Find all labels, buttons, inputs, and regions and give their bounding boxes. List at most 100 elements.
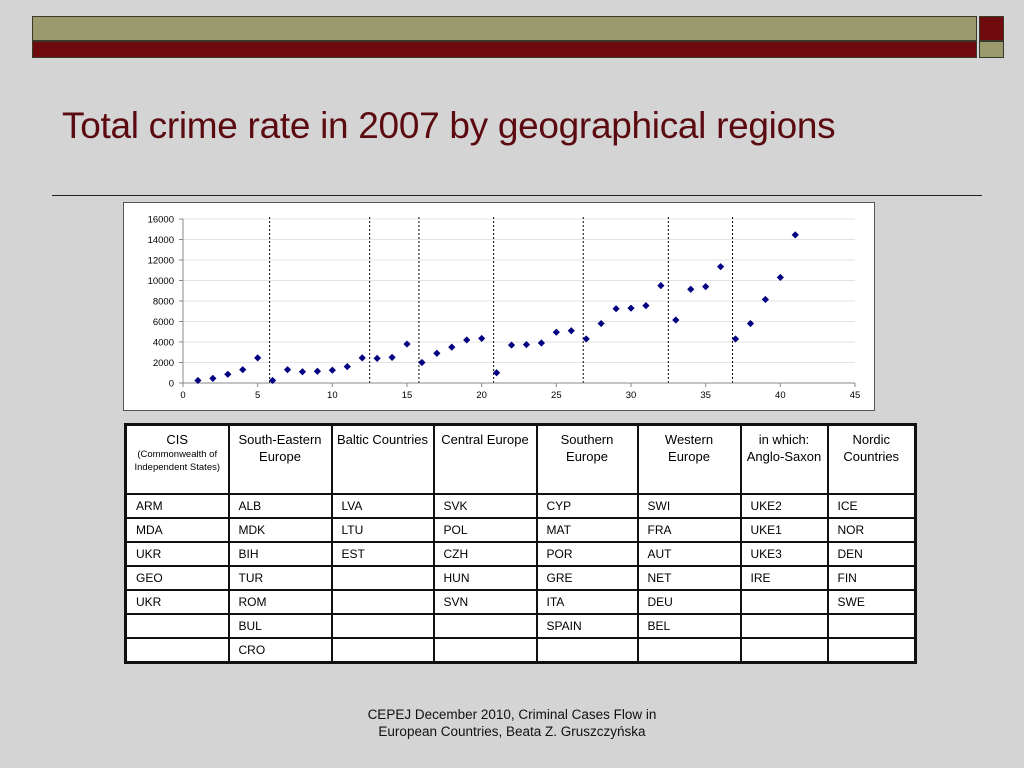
table-cell: CRO [227,637,333,664]
column-header-label: Western Europe [664,432,714,464]
table-cell: SVN [432,589,538,615]
table-cell: ARM [124,493,230,519]
table-cell: BIH [227,541,333,567]
table-cell [124,613,230,639]
footer-line-2: European Countries, Beata Z. Gruszczyńsk… [378,724,646,739]
table-cell [739,637,829,664]
data-point [343,363,351,371]
column-header: Western Europe [636,423,742,495]
table-cell: EST [330,541,435,567]
column-header: Central Europe [432,423,538,495]
table-row: BUL SPAIN BEL [124,613,917,639]
chart-container: 0 2000 4000 6000 8000 10000 12000 14000 16000 0 5 1… [123,202,875,411]
column-header: Baltic Countries [330,423,435,495]
table-cell: UKE1 [739,517,829,543]
data-point [418,358,426,367]
data-point [537,339,545,347]
table-cell: ROM [227,589,333,615]
scatter-chart: 0 2000 4000 6000 8000 10000 12000 14000 16000 0 5 1… [148,215,861,402]
table-header: CIS (Commonwealth of Independent States) S… [124,423,917,495]
title-divider [52,195,982,196]
table-cell: GEO [124,565,230,591]
table-cell: SWE [826,589,917,615]
x-tick-label: 25 [551,390,562,401]
table-cell: IRE [739,565,829,591]
table-cell [330,613,435,639]
data-point [791,231,799,239]
table-cell: CZH [432,541,538,567]
table-cell: ICE [826,493,917,519]
table-row: GEO TUR HUN GRE NET IRE FIN [124,565,917,591]
table-cell: HUN [432,565,538,591]
slide-title: Total crime rate in 2007 by geographical… [62,105,836,146]
table-cell: GRE [535,565,639,591]
table-cell [330,589,435,615]
y-tick-label: 12000 [148,256,174,267]
table-cell: BUL [227,613,333,639]
data-point [463,336,471,344]
column-header-label: CIS [166,432,189,447]
data-point [702,283,710,291]
y-tick-label: 8000 [153,297,174,308]
data-point [209,374,217,382]
table-cell: SVK [432,493,538,519]
table-cell [739,589,829,615]
table-cell: SWI [636,493,742,519]
data-point [388,353,396,361]
table-cell [432,637,538,664]
data-point [567,327,575,335]
table-cell: FIN [826,565,917,591]
header-square-maroon [979,16,1004,41]
data-point [612,305,620,313]
column-header-label: Central Europe [441,432,529,447]
column-header-label: Southern Europe [560,432,614,464]
y-tick-label: 0 [169,379,174,390]
data-point [448,343,456,351]
data-point [269,376,277,385]
table-cell: UKE2 [739,493,829,519]
data-point [657,282,665,290]
header-row: CIS (Commonwealth of Independent States) S… [124,423,917,495]
table-cell: POR [535,541,639,567]
table-cell: ALB [227,493,333,519]
table-cell: POL [432,517,538,543]
table-cell: ITA [535,589,639,615]
table-cell: NET [636,565,742,591]
data-point [433,349,441,357]
data-point [358,354,366,362]
table-cell: AUT [636,541,742,567]
table-cell [432,613,538,639]
data-point [478,334,486,343]
table-cell [826,637,917,664]
data-point [254,354,262,362]
data-point [522,340,531,349]
data-point [403,340,411,348]
x-tick-label: 20 [476,390,487,401]
data-point [687,285,695,293]
column-header-label: South-Eastern Europe [238,432,322,464]
header-bar-maroon [32,41,977,58]
table-row: ARM ALB LVA SVK CYP SWI UKE2 ICE [124,493,917,519]
table-cell [124,637,230,664]
y-tick-label: 2000 [153,358,174,369]
table-cell [636,637,742,664]
data-point [298,368,307,376]
data-point [493,369,501,377]
x-tick-label: 0 [180,390,185,401]
column-header-label: Nordic Countries [843,432,900,464]
table-cell: BEL [636,613,742,639]
x-tick-label: 15 [402,390,413,401]
x-tick-label: 5 [255,390,260,401]
header-bar-olive [32,16,977,41]
table-body: ARM ALB LVA SVK CYP SWI UKE2 ICE MDA MDK LTU POL MAT… [124,493,917,664]
y-tick-label: 16000 [148,215,174,226]
y-tick-label: 10000 [148,276,174,287]
table-cell [535,637,639,664]
data-point [373,354,381,362]
table-cell: LVA [330,493,435,519]
column-header: South-Eastern Europe [227,423,333,495]
table-cell: FRA [636,517,742,543]
table-cell: DEU [636,589,742,615]
footer-line-1: CEPEJ December 2010, Criminal Cases Flow… [367,707,657,722]
table-cell [739,613,829,639]
